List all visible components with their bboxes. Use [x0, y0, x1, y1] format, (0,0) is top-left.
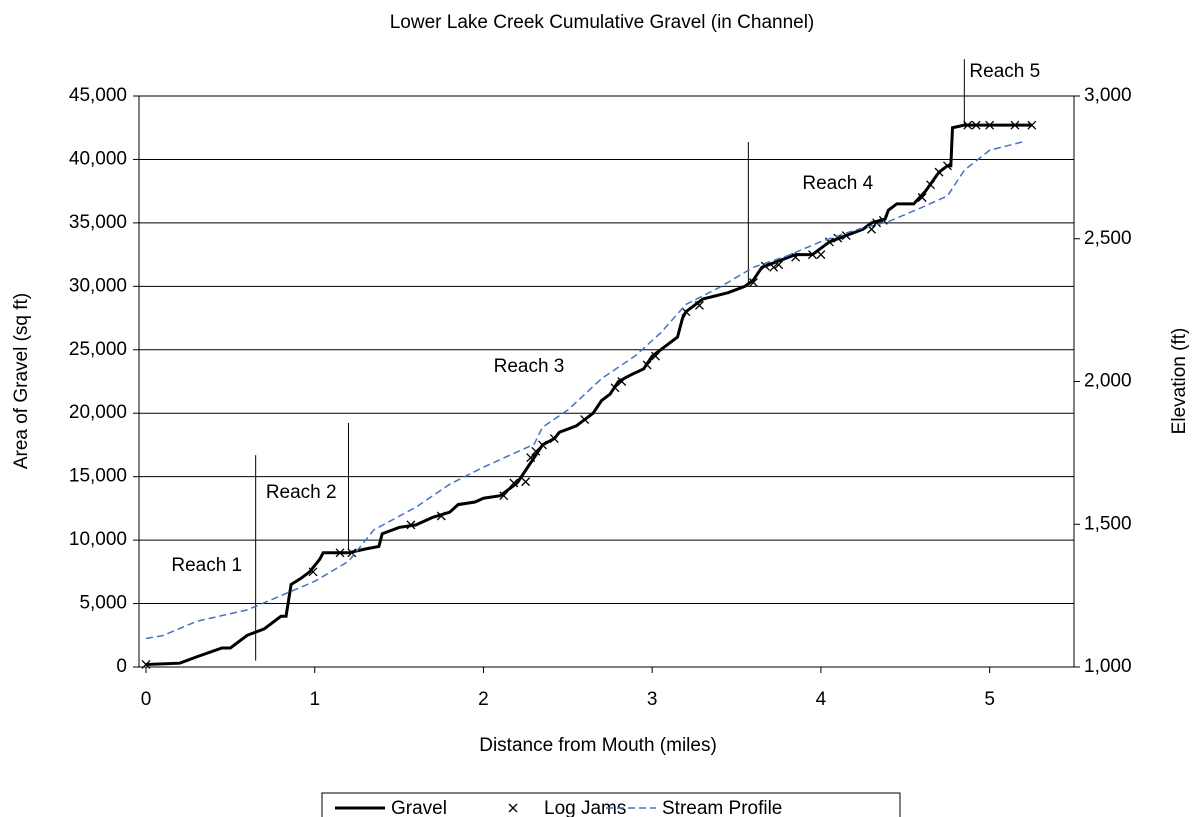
scatter-point — [985, 120, 995, 130]
annotation: Reach 4 — [802, 173, 873, 194]
legend-label: Log Jams — [544, 798, 626, 817]
scatter-point — [816, 250, 826, 260]
scatter-point — [808, 250, 817, 260]
scatter-point — [917, 193, 927, 202]
scatter-point — [538, 440, 547, 450]
y2-tick-label: 3,000 — [1084, 85, 1132, 106]
y-tick-label: 10,000 — [69, 529, 127, 550]
legend-label: Gravel — [391, 798, 447, 817]
x-tick-label: 2 — [478, 689, 489, 710]
x-tick-label: 1 — [309, 689, 320, 710]
x-tick-label: 5 — [984, 689, 995, 710]
legend-swatch — [508, 803, 518, 813]
scatter-point — [774, 260, 784, 270]
y2-tick-label: 2,000 — [1084, 371, 1132, 392]
scatter-point — [791, 252, 801, 262]
scatter-point — [521, 477, 531, 487]
y2-tick-label: 1,000 — [1084, 656, 1132, 677]
y2-tick-label: 2,500 — [1084, 228, 1132, 249]
y-tick-label: 25,000 — [69, 339, 127, 360]
scatter-point — [872, 218, 882, 228]
y-tick-label: 30,000 — [69, 275, 127, 296]
annotation: Reach 1 — [171, 555, 242, 576]
scatter-point — [347, 548, 357, 558]
annotation: Reach 2 — [266, 482, 337, 503]
legend-label: Stream Profile — [662, 798, 782, 817]
line-series — [145, 123, 1032, 666]
y-tick-label: 35,000 — [69, 212, 127, 233]
x-tick-label: 3 — [647, 689, 658, 710]
scatter-point — [1027, 120, 1037, 130]
scatter-point — [335, 548, 345, 558]
y-tick-label: 15,000 — [69, 466, 127, 487]
scatter-point — [549, 434, 559, 444]
scatter-point — [926, 180, 936, 190]
scatter-point — [769, 262, 779, 272]
y-tick-label: 5,000 — [79, 593, 127, 614]
scatter-point — [748, 278, 758, 287]
annotation: Reach 3 — [494, 356, 565, 377]
scatter-point — [642, 360, 652, 370]
y2-axis-label: Elevation (ft) — [1169, 328, 1190, 435]
scatter-point — [499, 491, 509, 501]
y2-tick-label: 1,500 — [1084, 513, 1132, 534]
scatter-point — [651, 351, 661, 361]
scatter-point — [580, 415, 590, 425]
scatter-point — [934, 167, 944, 177]
x-axis-label: Distance from Mouth (miles) — [479, 735, 717, 756]
scatter-point — [141, 660, 151, 669]
line-series — [145, 140, 1024, 640]
x-tick-label: 0 — [141, 689, 152, 710]
scatter-point — [1010, 120, 1020, 130]
scatter-point — [971, 120, 981, 130]
y-tick-label: 40,000 — [69, 148, 127, 169]
legend-box — [321, 792, 901, 817]
scatter-point — [406, 520, 416, 530]
scatter-point — [760, 261, 770, 271]
annotation: Reach 5 — [969, 61, 1040, 82]
y-axis-label: Area of Gravel (sq ft) — [11, 293, 32, 469]
scatter-point — [526, 453, 536, 463]
scatter-point — [963, 120, 973, 130]
scatter-point — [436, 511, 446, 521]
scatter-point — [617, 377, 627, 386]
chart-title: Lower Lake Creek Cumulative Gravel (in C… — [390, 12, 815, 33]
scatter-point — [942, 161, 952, 171]
y-tick-label: 20,000 — [69, 402, 127, 423]
scatter-point — [694, 300, 704, 310]
x-tick-label: 4 — [816, 689, 827, 710]
scatter-point — [308, 567, 318, 577]
scatter-point — [509, 478, 519, 488]
scatter-point — [681, 307, 691, 317]
y-tick-label: 45,000 — [69, 85, 127, 106]
y-tick-label: 0 — [116, 656, 127, 677]
